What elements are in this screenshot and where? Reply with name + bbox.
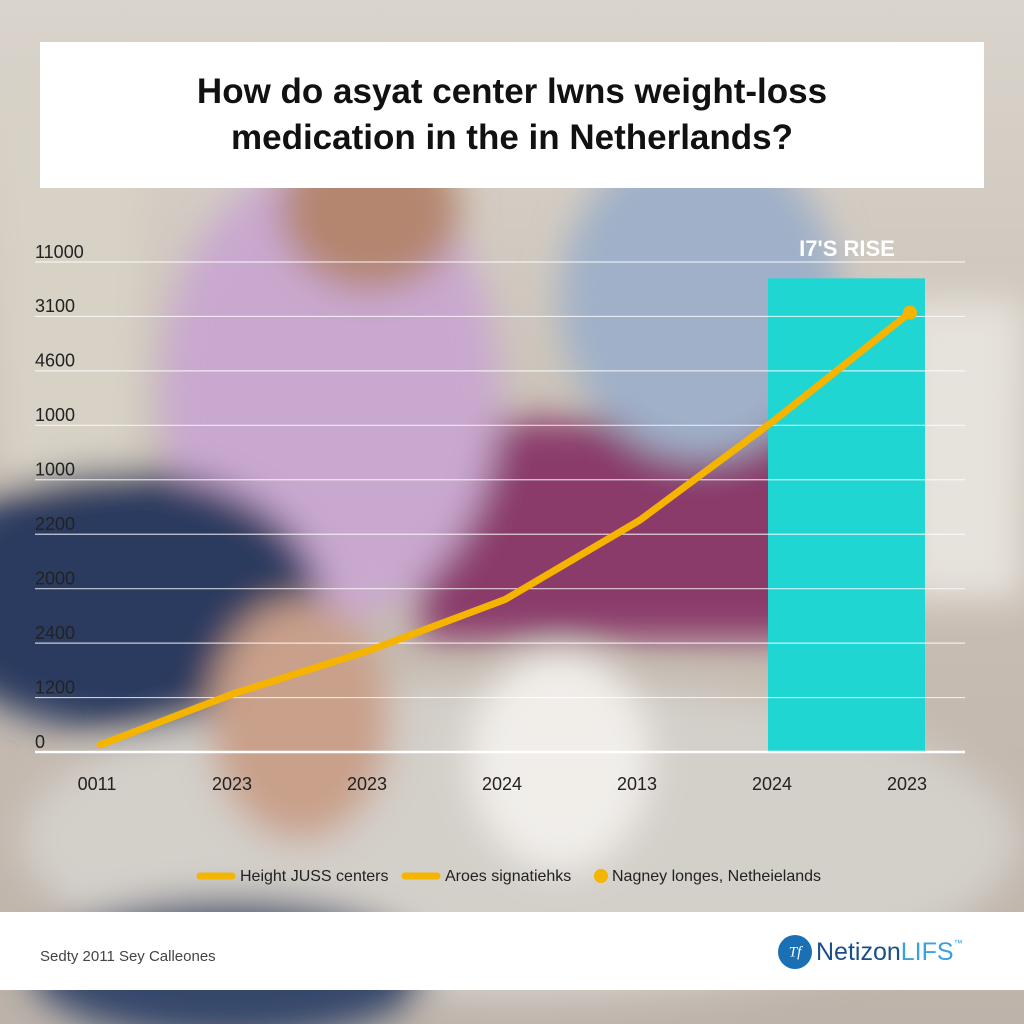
y-tick-label: 2200 [35,514,75,534]
brand-icon [778,935,812,969]
brand-name: NetizonLIFS™ [816,938,963,966]
y-tick-label: 3100 [35,296,75,316]
brand-name-suffix: LIFS [901,938,954,966]
legend-label: Nagney longes, Netheielands [612,868,821,885]
x-tick-label: 2013 [617,774,657,794]
highlight-bar [768,278,925,752]
y-tick-label: 1000 [35,460,75,480]
brand-icon-glyph: Tf [789,944,803,960]
x-tick-label: 2023 [887,774,927,794]
x-tick-label: 2023 [347,774,387,794]
x-tick-label: 2024 [752,774,792,794]
end-point [903,305,917,320]
brand-mark: ™ [954,938,963,948]
x-tick-label: 2023 [212,774,252,794]
legend-dot [594,869,608,883]
y-tick-label: 2000 [35,568,75,588]
x-tick-label: 0011 [78,774,117,794]
y-tick-label: 1000 [35,405,75,425]
brand-name-main: Netizon [816,938,901,966]
footer-band [0,912,1024,990]
legend-label: Height JUSS centers [240,868,389,885]
highlight-label: I7'S RISE [799,236,895,261]
footer-source: Sedty 2011 Sey Calleones [40,948,216,965]
y-tick-label: 1200 [35,677,75,697]
y-tick-label: 0 [35,732,45,752]
y-tick-label: 2400 [35,623,75,643]
legend-label: Aroes signatiehks [445,868,571,885]
x-tick-label: 2024 [482,774,522,794]
y-tick-label: 4600 [35,351,75,371]
series-line [96,309,914,749]
chart-title: How do asyat center lwns weight-loss med… [40,42,984,188]
y-tick-label: 11000 [35,242,84,262]
